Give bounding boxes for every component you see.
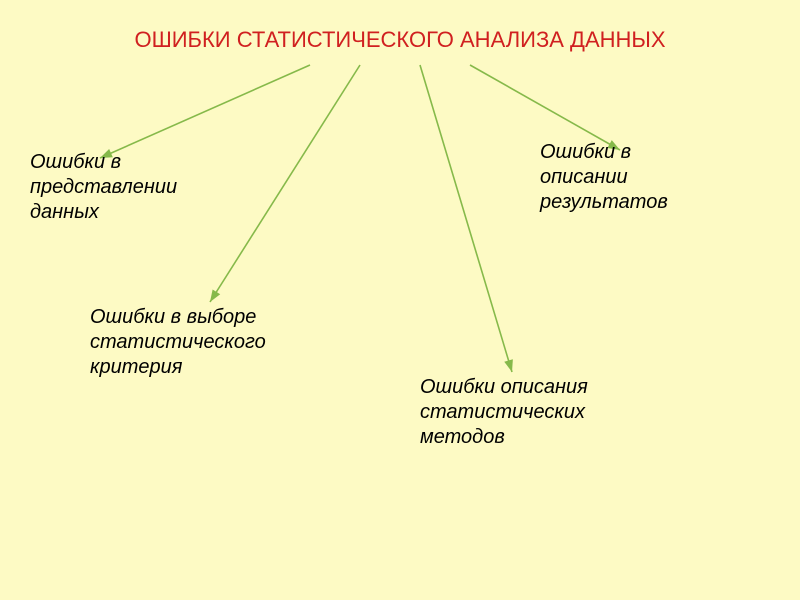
node-n1: Ошибки в представлении данных bbox=[30, 150, 177, 225]
arrows-layer bbox=[0, 0, 800, 600]
node-n3: Ошибки описания статистических методов bbox=[420, 375, 588, 450]
node-n2: Ошибки в выборе статистического критерия bbox=[90, 305, 266, 380]
diagram-canvas: ОШИБКИ СТАТИСТИЧЕСКОГО АНАЛИЗА ДАННЫХ Ош… bbox=[0, 0, 800, 600]
node-n4: Ошибки в описании результатов bbox=[540, 140, 668, 215]
diagram-title: ОШИБКИ СТАТИСТИЧЕСКОГО АНАЛИЗА ДАННЫХ bbox=[50, 27, 750, 53]
